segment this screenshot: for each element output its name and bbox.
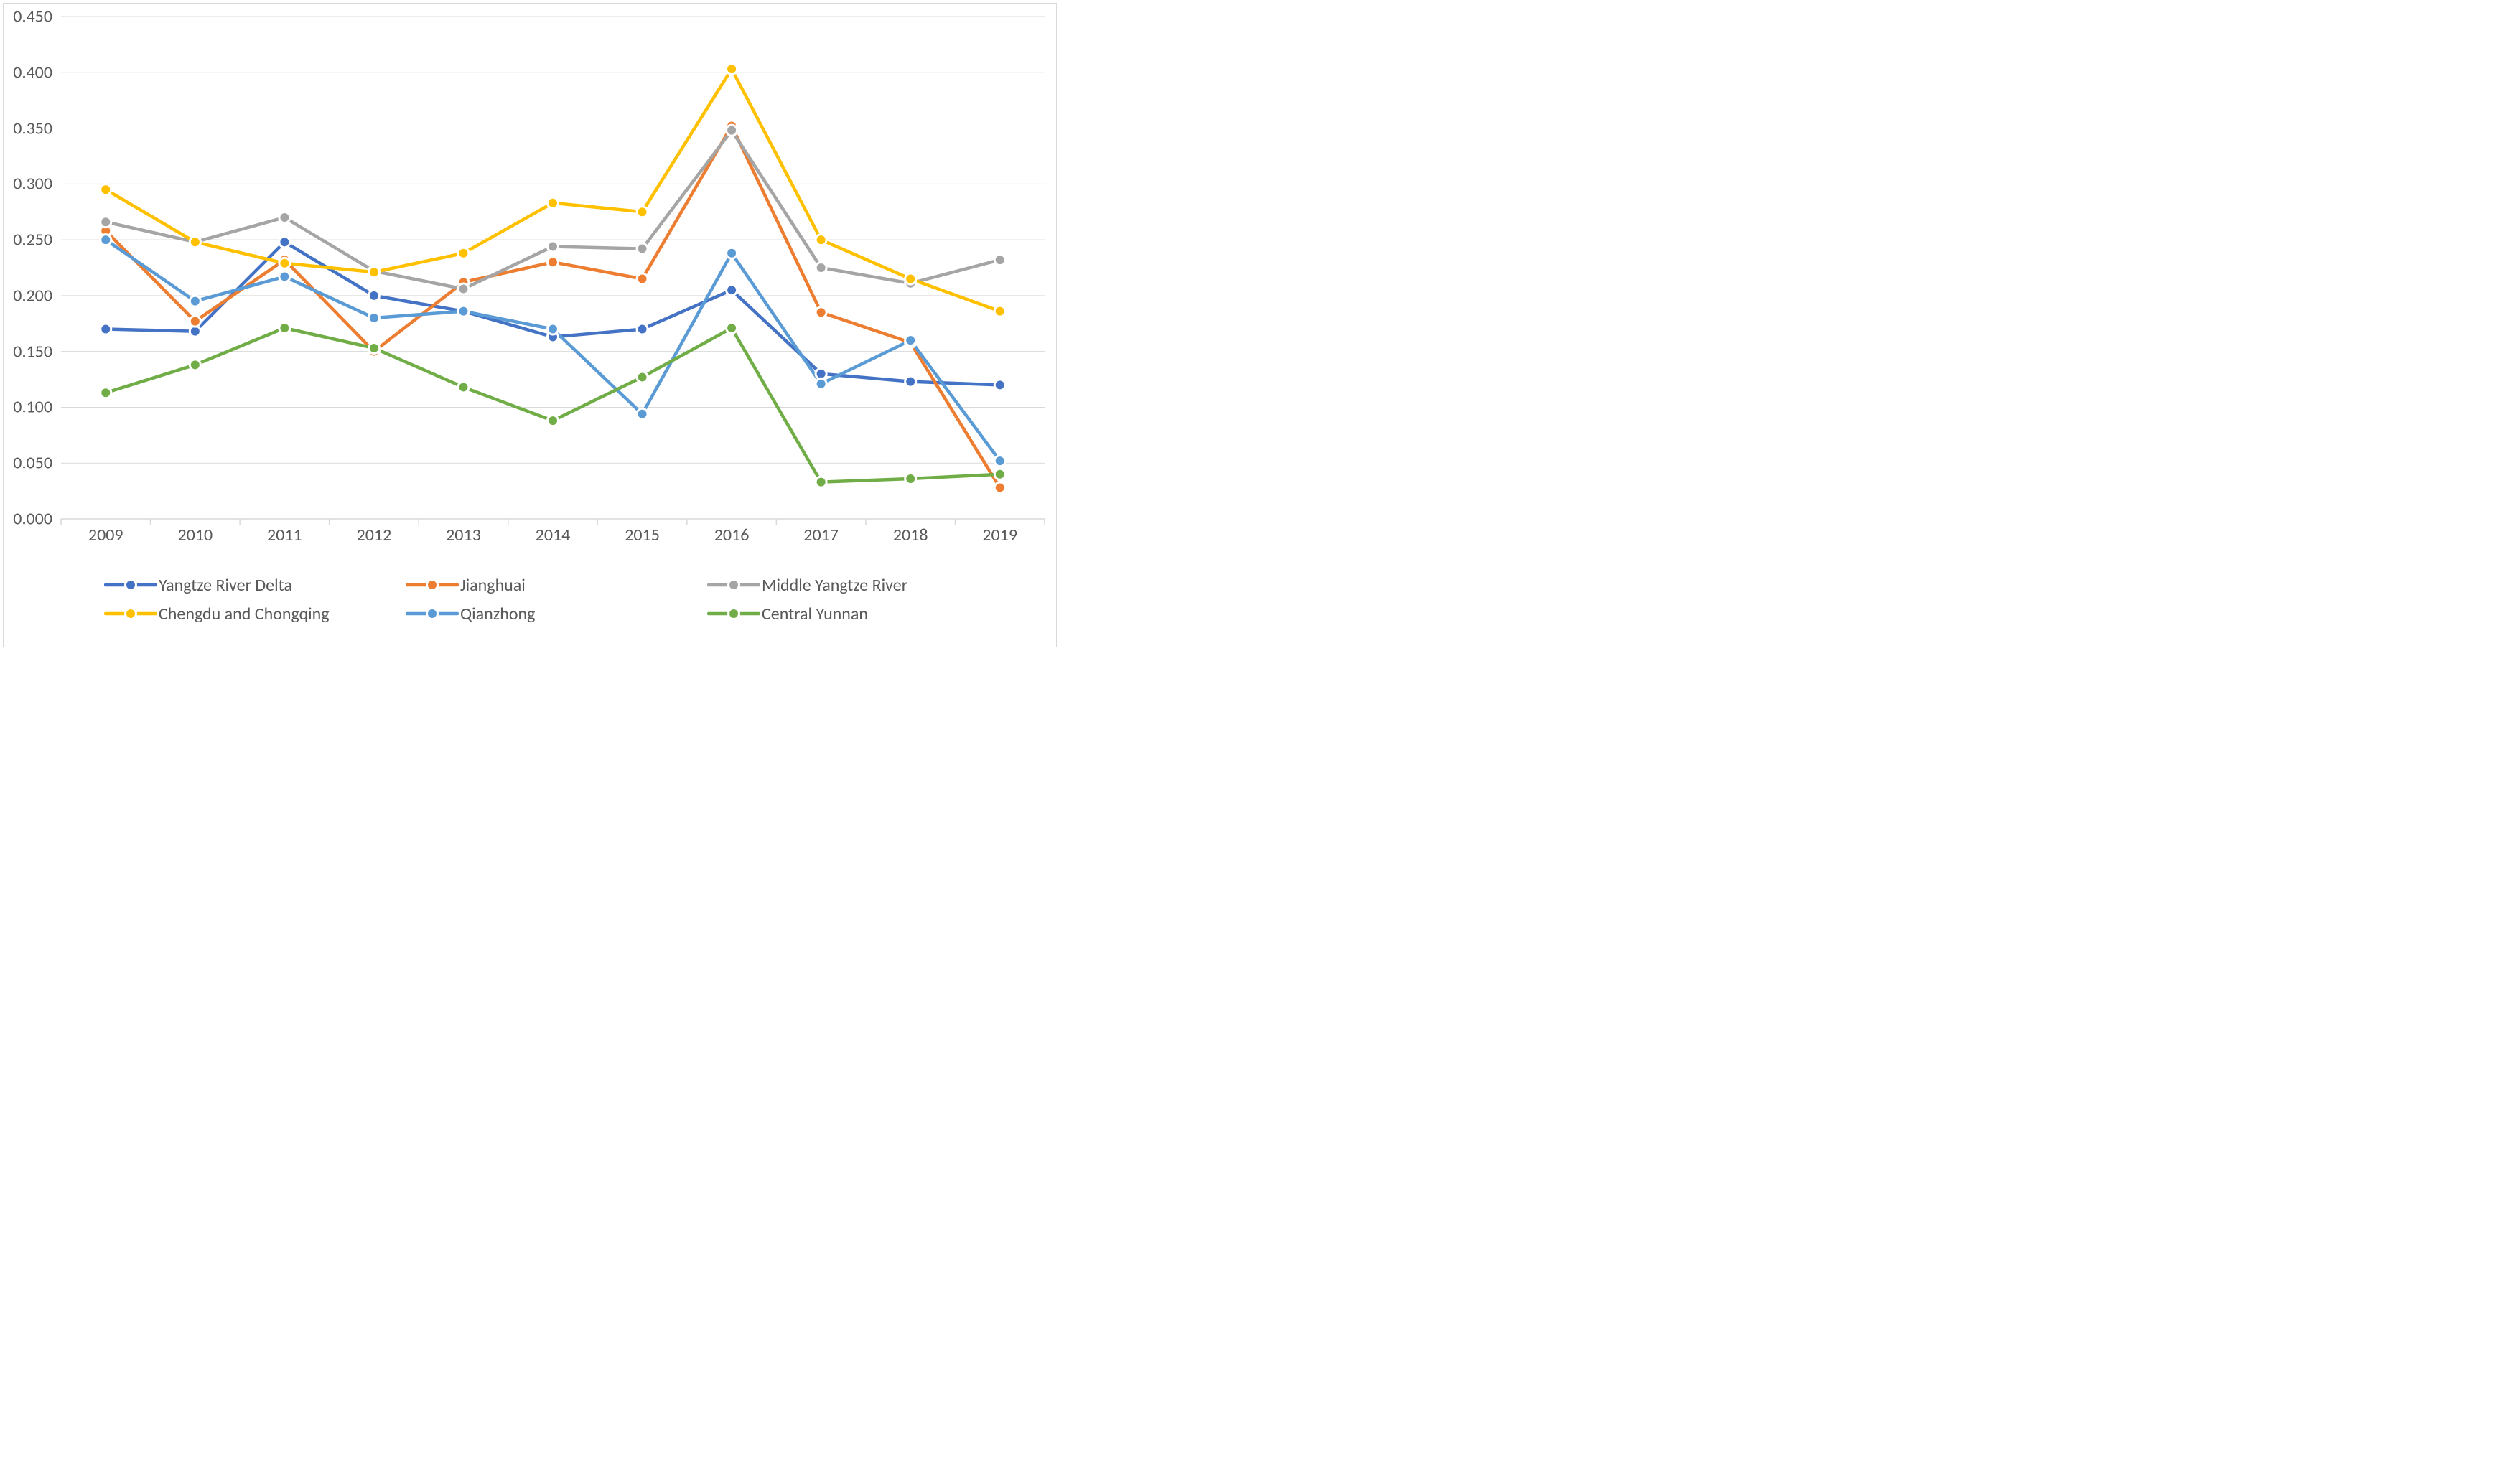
x-tick-label: 2012 <box>357 525 392 545</box>
x-tick-label: 2011 <box>267 525 302 545</box>
chart-frame: 0.000 0.050 0.100 0.150 0.200 0.250 0.300 0.350… <box>3 3 1057 647</box>
legend-label: Jianghuai <box>460 575 526 596</box>
x-tick-label: 2014 <box>536 525 571 545</box>
chart-lines <box>61 17 1045 519</box>
y-tick-label: 0.350 <box>2 118 52 139</box>
legend-item: Qianzhong <box>406 599 707 628</box>
x-tick-label: 2018 <box>893 525 928 545</box>
chart-legend: Yangtze River Delta Jianghuai Middle Yangt… <box>104 571 1009 628</box>
legend-label: Chengdu and Chongqing <box>159 604 330 624</box>
x-tick-label: 2009 <box>88 525 123 545</box>
plot-area <box>61 17 1045 519</box>
legend-swatch <box>104 606 157 621</box>
legend-label: Qianzhong <box>460 604 535 624</box>
y-tick-label: 0.450 <box>2 6 52 27</box>
y-tick-label: 0.250 <box>2 230 52 250</box>
x-tick-label: 2016 <box>714 525 750 545</box>
y-tick-label: 0.200 <box>2 285 52 306</box>
legend-item: Yangtze River Delta <box>104 571 406 599</box>
x-tick-label: 2010 <box>177 525 213 545</box>
x-tick-label: 2019 <box>982 525 1017 545</box>
y-tick-label: 0.050 <box>2 453 52 474</box>
y-tick-label: 0.100 <box>2 397 52 418</box>
legend-swatch <box>406 606 459 621</box>
legend-item: Middle Yangtze River <box>707 571 1009 599</box>
legend-swatch <box>406 578 459 592</box>
legend-label: Yangtze River Delta <box>159 575 292 596</box>
legend-swatch <box>707 606 760 621</box>
x-tick-label: 2015 <box>625 525 660 545</box>
legend-item: Central Yunnan <box>707 599 1009 628</box>
legend-swatch <box>104 578 157 592</box>
legend-label: Middle Yangtze River <box>762 575 907 596</box>
legend-item: Jianghuai <box>406 571 707 599</box>
x-tick-label: 2013 <box>446 525 481 545</box>
y-tick-label: 0.300 <box>2 174 52 194</box>
legend-label: Central Yunnan <box>762 604 868 624</box>
y-tick-label: 0.000 <box>2 509 52 530</box>
y-tick-label: 0.400 <box>2 62 52 83</box>
legend-swatch <box>707 578 760 592</box>
legend-item: Chengdu and Chongqing <box>104 599 406 628</box>
y-tick-label: 0.150 <box>2 341 52 362</box>
x-tick-label: 2017 <box>803 525 839 545</box>
